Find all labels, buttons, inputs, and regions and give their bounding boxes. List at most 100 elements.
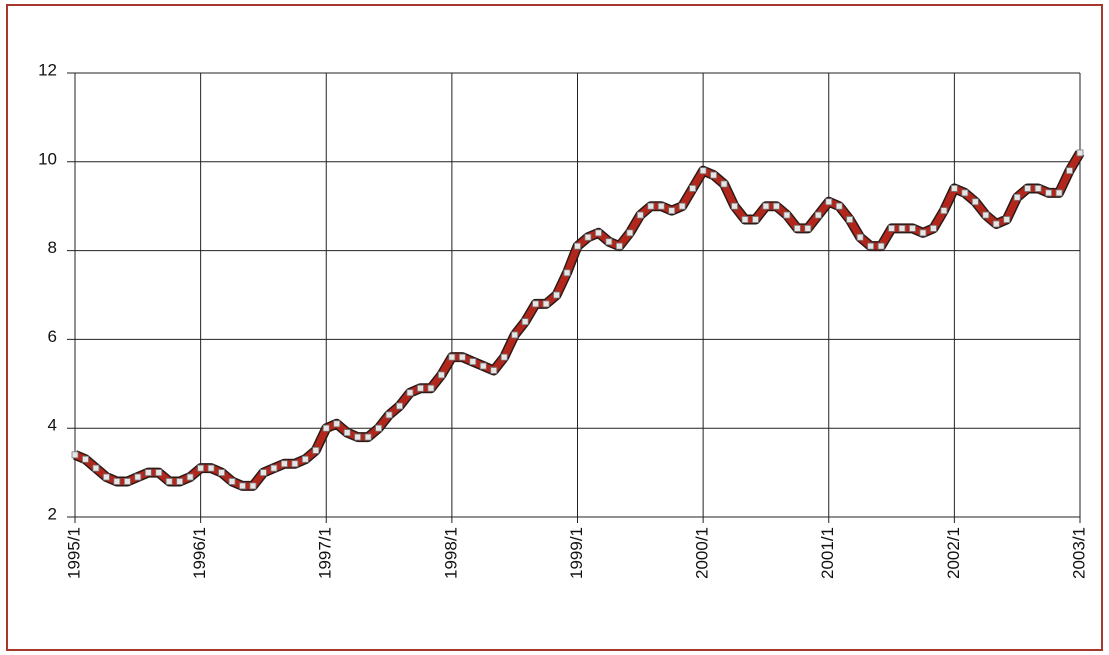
marker (343, 429, 351, 437)
marker (825, 198, 833, 206)
marker (417, 384, 424, 392)
marker (82, 455, 89, 463)
marker (752, 216, 759, 223)
marker (354, 433, 362, 441)
marker (312, 446, 320, 454)
marker (971, 198, 979, 206)
marker (197, 464, 205, 472)
marker (783, 211, 791, 219)
marker (553, 291, 560, 299)
marker (1034, 185, 1042, 192)
marker (333, 420, 341, 428)
marker (636, 211, 644, 219)
marker (930, 224, 937, 232)
marker (992, 220, 1000, 228)
marker (218, 469, 225, 477)
marker (888, 224, 895, 232)
marker (458, 353, 466, 361)
y-tick-label: 4 (48, 416, 57, 435)
marker (176, 478, 184, 485)
marker (103, 473, 110, 481)
marker (657, 202, 665, 210)
marker (542, 300, 550, 308)
marker (940, 207, 948, 215)
y-tick-label: 2 (48, 504, 57, 523)
marker (595, 229, 602, 237)
marker (678, 202, 686, 210)
marker (804, 224, 812, 232)
marker (144, 469, 152, 477)
marker (720, 180, 728, 188)
marker (270, 464, 278, 472)
y-tick-label: 8 (48, 238, 57, 257)
x-tick-label: 2002/1 (944, 527, 963, 579)
y-tick-label: 12 (38, 60, 57, 79)
marker (239, 482, 246, 490)
marker (898, 224, 906, 232)
marker (731, 202, 738, 210)
marker (1076, 149, 1084, 157)
x-tick-label: 2000/1 (693, 527, 712, 579)
marker (1024, 185, 1032, 192)
marker (113, 478, 121, 485)
marker (406, 389, 414, 397)
marker (186, 473, 194, 481)
x-tick-label: 1999/1 (567, 527, 586, 579)
marker (364, 433, 372, 441)
marker (322, 424, 330, 432)
marker (856, 233, 864, 241)
marker (689, 185, 697, 192)
marker (479, 362, 487, 370)
marker (814, 211, 822, 219)
marker (123, 478, 131, 485)
marker (228, 478, 236, 485)
marker (1045, 189, 1052, 197)
marker (1066, 167, 1073, 175)
x-tick-label: 1995/1 (64, 527, 83, 579)
marker (396, 402, 403, 410)
frame (6, 4, 1103, 651)
marker (563, 269, 571, 277)
marker (490, 367, 498, 374)
marker (511, 331, 519, 339)
marker (301, 455, 309, 463)
marker (647, 202, 655, 210)
marker (1013, 193, 1021, 201)
marker (584, 233, 592, 241)
marker (92, 464, 100, 472)
marker (626, 229, 634, 237)
marker (867, 242, 875, 250)
marker (699, 167, 707, 175)
marker (982, 211, 990, 219)
marker (155, 469, 163, 477)
marker (438, 371, 445, 379)
marker (500, 353, 508, 361)
marker (846, 216, 854, 223)
marker (961, 189, 969, 197)
marker (448, 353, 456, 361)
marker (615, 242, 623, 250)
x-tick-label: 2003/1 (1069, 527, 1088, 579)
marker (1003, 216, 1011, 223)
marker (165, 478, 173, 485)
marker (469, 358, 477, 366)
marker (835, 202, 843, 210)
marker (249, 482, 257, 490)
marker (605, 238, 613, 246)
marker (574, 242, 581, 250)
marker (521, 318, 529, 326)
y-tick-label: 10 (38, 149, 57, 168)
marker (710, 171, 717, 179)
marker (532, 300, 540, 308)
x-tick-label: 1997/1 (316, 527, 335, 579)
marker (793, 224, 801, 232)
marker (260, 469, 267, 477)
marker (950, 185, 958, 192)
marker (1055, 189, 1063, 197)
marker (207, 464, 215, 472)
x-tick-label: 1998/1 (441, 527, 460, 579)
marker (280, 460, 288, 468)
marker (919, 229, 927, 237)
